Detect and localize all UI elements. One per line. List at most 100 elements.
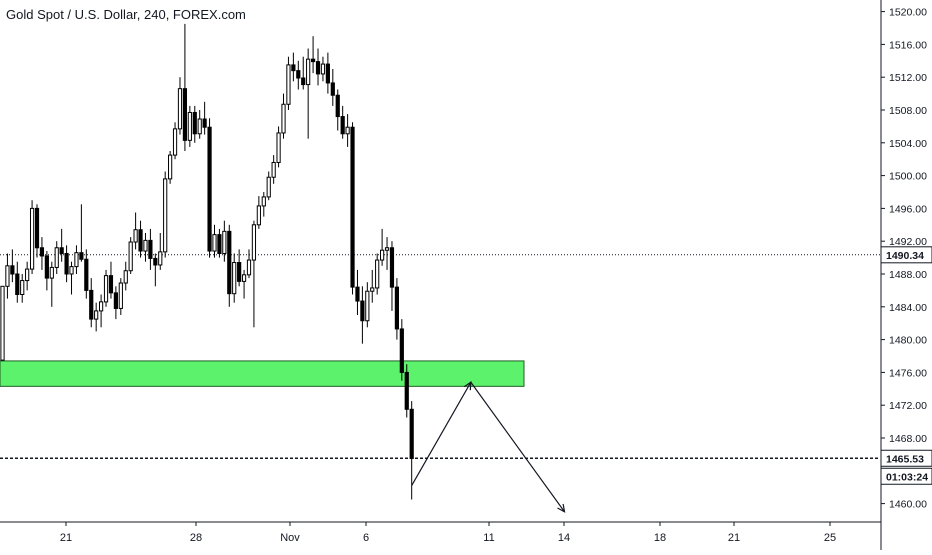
candle <box>44 251 49 291</box>
candle <box>232 253 237 303</box>
candle-body <box>370 287 375 292</box>
x-tick-label: 18 <box>654 532 666 544</box>
candle <box>350 122 355 295</box>
candle <box>315 48 321 86</box>
candle-body <box>74 252 79 268</box>
candle <box>246 249 252 279</box>
candle-body <box>5 265 10 287</box>
candle-body <box>320 63 326 75</box>
y-tick-label: 1476.00 <box>889 367 927 379</box>
candle-body <box>29 207 35 270</box>
candle <box>187 105 192 147</box>
candle-body <box>34 207 40 249</box>
candle <box>389 241 395 311</box>
candle <box>237 249 242 287</box>
candle-body <box>79 252 84 260</box>
candle-body <box>197 118 202 135</box>
candle-body <box>330 82 335 96</box>
y-tick-label: 1504.00 <box>889 138 927 150</box>
candle-body <box>202 118 207 128</box>
candle <box>241 269 247 299</box>
candle <box>394 278 399 340</box>
candle <box>64 245 69 283</box>
countdown-badge: 01:03:24 <box>880 467 932 485</box>
candle <box>409 401 414 500</box>
candle <box>10 249 15 283</box>
candle <box>69 261 74 295</box>
candle <box>301 56 306 90</box>
candle-body <box>182 88 188 141</box>
y-tick-label: 1512.00 <box>889 72 927 84</box>
candle-body <box>15 273 20 295</box>
candle-body <box>365 290 370 322</box>
candle <box>404 364 409 418</box>
candle-body <box>168 154 173 180</box>
candle-body <box>291 64 296 72</box>
candle-body <box>380 249 385 261</box>
candle-body <box>54 247 59 268</box>
candle-body <box>271 161 276 178</box>
candle-body <box>345 126 350 135</box>
candle <box>99 294 104 328</box>
candle-body <box>315 61 321 75</box>
candle-body <box>69 266 74 275</box>
candle <box>370 269 375 303</box>
candle-body <box>325 63 330 84</box>
candle <box>182 23 188 151</box>
price-badge-last: 1465.53 <box>880 449 932 467</box>
candle-body <box>237 262 242 282</box>
candle <box>380 228 385 266</box>
y-tick-label: 1508.00 <box>889 105 927 117</box>
candle-body <box>59 247 64 254</box>
countdown-badge-box <box>880 467 932 485</box>
candle-body <box>301 77 306 86</box>
y-tick-label: 1520.00 <box>889 7 927 19</box>
candle <box>79 204 84 262</box>
candle <box>276 126 281 168</box>
candle-body <box>138 229 143 252</box>
candle <box>108 261 114 299</box>
candle <box>113 286 118 320</box>
candle-body <box>123 270 128 284</box>
candle <box>34 204 40 258</box>
x-tick-label: 6 <box>363 532 369 544</box>
candle <box>365 282 370 328</box>
candle-body <box>256 205 261 226</box>
candle <box>138 220 143 258</box>
candle <box>335 89 340 131</box>
candle <box>153 253 158 287</box>
candle <box>286 56 291 110</box>
candle <box>227 224 232 307</box>
candle <box>59 228 64 262</box>
projection-arrowhead-down <box>557 503 566 513</box>
candle-body <box>128 241 133 272</box>
candle <box>384 237 390 270</box>
candle-body <box>241 274 247 282</box>
x-tick-label: 28 <box>190 532 202 544</box>
candle <box>207 118 212 258</box>
candle-body <box>394 286 399 330</box>
candle <box>212 224 217 258</box>
candle-body <box>232 262 237 295</box>
countdown-badge-text: 01:03:24 <box>886 471 928 483</box>
y-tick-label: 1500.00 <box>889 171 927 183</box>
candle-body <box>246 259 252 276</box>
candle <box>291 52 296 82</box>
candle <box>360 286 365 344</box>
candle <box>202 101 207 135</box>
candle-body <box>306 58 311 86</box>
candle-body <box>281 103 286 134</box>
candle-body <box>212 234 217 252</box>
candle <box>103 269 109 307</box>
candle-body <box>103 275 109 303</box>
candle-body <box>118 282 123 309</box>
y-tick-label: 1484.00 <box>889 302 927 314</box>
projection-arrowhead-up <box>463 381 472 391</box>
candle <box>89 278 94 328</box>
candle-body <box>64 253 69 275</box>
candle <box>29 200 35 274</box>
candle-body <box>148 239 153 259</box>
candle <box>271 155 276 184</box>
candle <box>39 237 45 270</box>
